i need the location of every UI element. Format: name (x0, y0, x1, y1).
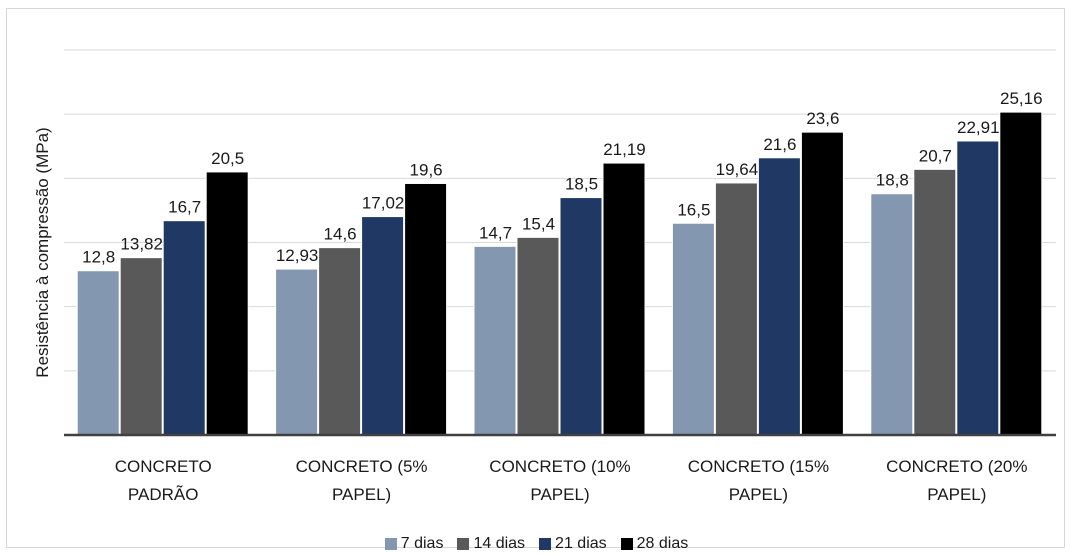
data-label: 16,5 (677, 200, 710, 219)
legend-label: 7 dias (400, 535, 444, 552)
bar-21-dias-3 (757, 157, 801, 436)
data-label: 15,4 (522, 214, 555, 233)
legend-label: 14 dias (473, 535, 526, 552)
bar-7-dias-3 (671, 222, 715, 436)
legend-label: 21 dias (555, 535, 607, 552)
data-label: 14,6 (324, 225, 357, 244)
data-label: 22,91 (957, 118, 1000, 137)
data-label: 18,5 (565, 175, 598, 194)
legend-swatch (539, 538, 552, 550)
bar-28-dias-0 (205, 171, 249, 436)
legend: 7 dias 14 dias 21 dias 28 dias (0, 532, 1073, 556)
data-label: 20,5 (211, 149, 244, 168)
legend-item: 21 dias (539, 535, 607, 553)
data-label: 12,8 (82, 248, 115, 267)
bar-7-dias-1 (275, 268, 319, 436)
data-label: 19,6 (410, 160, 443, 179)
bar-14-dias-4 (913, 168, 957, 436)
bar-14-dias-2 (516, 236, 560, 436)
data-label: 25,16 (1000, 89, 1043, 108)
data-label: 21,19 (603, 140, 646, 159)
legend-item: 7 dias (384, 535, 444, 553)
bar-28-dias-1 (404, 182, 448, 436)
bar-7-dias-2 (473, 245, 517, 436)
y-axis-label: Resistência à compressão (MPa) (33, 127, 52, 377)
data-label: 17,02 (362, 194, 405, 213)
data-label: 18,8 (876, 171, 909, 190)
x-tick-label: CONCRETO (10% PAPEL) (489, 457, 630, 504)
data-labels: 12,8 12,9314,716,518,813,8214,615,419,642… (82, 89, 1042, 267)
data-label: 16,7 (168, 198, 201, 217)
data-label: 20,7 (919, 146, 952, 165)
x-tick-label: CONCRETO (5% PAPEL) (296, 457, 428, 504)
bars (76, 111, 1043, 436)
data-label: 19,64 (716, 160, 759, 179)
bar-14-dias-3 (714, 182, 758, 436)
bar-21-dias-1 (361, 216, 405, 436)
data-label: 13,82 (120, 235, 163, 254)
legend-swatch (457, 538, 470, 550)
bar-28-dias-3 (800, 131, 844, 436)
bar-28-dias-4 (999, 111, 1043, 436)
x-tick-label: CONCRETO (20% PAPEL) (886, 457, 1027, 504)
bar-28-dias-2 (602, 162, 646, 436)
bar-21-dias-0 (162, 220, 206, 436)
bar-21-dias-2 (559, 197, 603, 436)
data-label: 23,6 (806, 109, 839, 128)
legend-item: 14 dias (457, 535, 525, 553)
bar-chart: 12,8 12,9314,716,518,813,8214,615,419,642… (33, 49, 1056, 504)
legend-swatch (384, 538, 397, 550)
legend-item: 28 dias (620, 535, 689, 553)
legend-label: 28 dias (636, 535, 689, 552)
bar-14-dias-0 (119, 257, 163, 436)
bar-21-dias-4 (956, 140, 1000, 436)
x-tick-label: CONCRETO PADRÃO (115, 457, 212, 504)
x-tick-label: CONCRETO (15% PAPEL) (688, 457, 829, 504)
data-label: 14,7 (479, 223, 512, 242)
bar-7-dias-4 (870, 193, 914, 436)
data-label: 12,93 (276, 246, 319, 265)
data-label: 21,6 (763, 135, 796, 154)
legend-swatch (620, 538, 633, 550)
x-tick-labels: CONCRETO PADRÃO CONCRETO (5% PAPEL) CONCRETO… (115, 457, 1028, 504)
bar-7-dias-0 (76, 270, 120, 436)
bar-14-dias-1 (318, 247, 362, 436)
